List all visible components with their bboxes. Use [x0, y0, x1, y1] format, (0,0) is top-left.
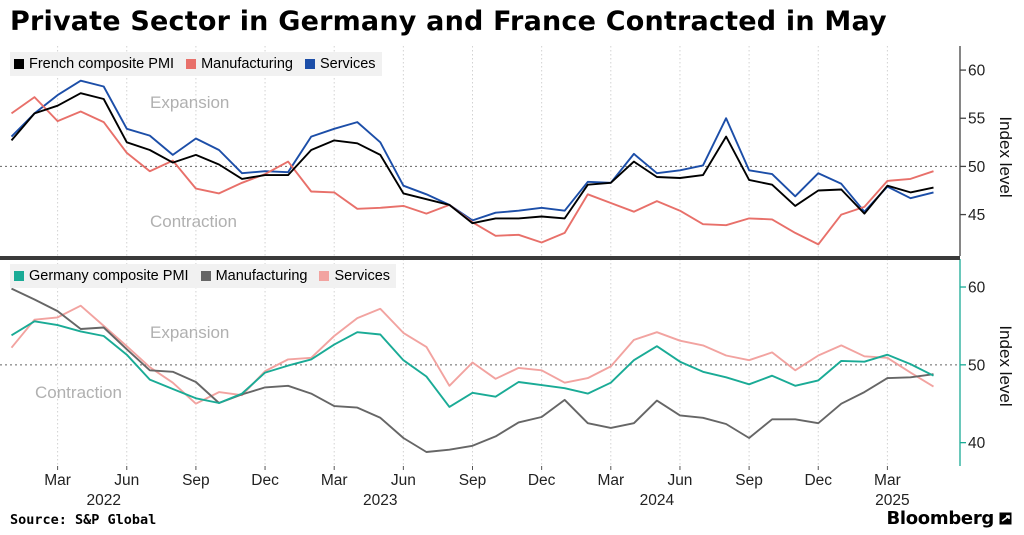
y-tick-label: 40	[968, 435, 986, 452]
x-tick-label: Mar	[597, 472, 624, 489]
x-year-label: 2024	[640, 492, 675, 509]
series-line[interactable]	[11, 287, 934, 453]
x-tick-label: Dec	[251, 472, 279, 489]
x-tick-label: Sep	[459, 472, 487, 489]
series-line[interactable]	[10, 92, 934, 225]
y-axis-title: Index level	[996, 325, 1015, 406]
x-tick-label: Dec	[804, 472, 832, 489]
x-tick-label: Sep	[735, 472, 763, 489]
chart-title: Private Sector in Germany and France Con…	[10, 6, 887, 37]
y-tick-label: 45	[968, 207, 985, 224]
x-year-label: 2022	[86, 492, 120, 509]
france-panel: Expansion Contraction Index level 45 50 55…	[0, 46, 1015, 256]
series-line[interactable]	[11, 320, 934, 408]
series-line[interactable]	[10, 79, 934, 222]
expansion-annotation: Expansion	[150, 323, 229, 342]
x-tick-label: Jun	[667, 472, 692, 489]
legend-item[interactable]: French composite PMI	[14, 56, 174, 72]
x-year-label: 2025	[875, 492, 909, 509]
x-tick-label: Jun	[391, 472, 416, 489]
brand-name: Bloomberg	[886, 508, 994, 529]
contraction-annotation: Contraction	[35, 383, 122, 402]
brand-logo: Bloomberg	[886, 508, 1012, 529]
x-tick-label: Mar	[44, 472, 71, 489]
legend-label: Services	[319, 56, 376, 72]
legend-label: Germany composite PMI	[29, 268, 189, 284]
legend-swatch	[14, 271, 24, 281]
expansion-annotation: Expansion	[150, 93, 229, 112]
germany-panel: Expansion Contraction Index level 40 50 60	[0, 259, 1015, 466]
x-axis: Mar Jun Sep Dec Mar Jun Sep Dec Mar Jun Sep Dec Mar 2…	[44, 466, 910, 509]
legend-swatch	[304, 59, 315, 69]
y-tick-label: 50	[968, 357, 986, 374]
panel-separator	[0, 256, 960, 260]
x-tick-label: Jun	[114, 472, 139, 489]
legend-label: Services	[334, 268, 391, 284]
legend-label: Manufacturing	[215, 268, 308, 284]
legend-swatch	[319, 271, 330, 281]
series-line[interactable]	[10, 304, 934, 405]
x-tick-label: Mar	[321, 472, 348, 489]
y-tick-label: 60	[968, 280, 986, 297]
legend-swatch	[186, 59, 197, 69]
legend-item[interactable]: Germany composite PMI	[14, 268, 189, 284]
legend-item[interactable]: Services	[319, 268, 390, 284]
germany-legend: Germany composite PMI Manufacturing Serv…	[10, 264, 397, 288]
france-legend: French composite PMI Manufacturing Servi…	[10, 52, 382, 76]
legend-swatch	[14, 59, 24, 69]
legend-swatch	[200, 271, 211, 281]
x-tick-label: Mar	[874, 472, 901, 489]
y-tick-label: 55	[968, 111, 985, 128]
y-tick-label: 50	[968, 159, 986, 176]
legend-item[interactable]: Manufacturing	[200, 268, 308, 284]
legend-item[interactable]: Manufacturing	[186, 56, 293, 72]
bloomberg-terminal-icon	[999, 512, 1012, 525]
y-tick-label: 60	[968, 63, 986, 80]
legend-item[interactable]: Services	[304, 56, 376, 72]
contraction-annotation: Contraction	[150, 212, 237, 231]
x-year-label: 2023	[363, 492, 397, 509]
source-note: Source: S&P Global	[10, 512, 157, 528]
y-axis-title: Index level	[996, 116, 1015, 197]
legend-label: Manufacturing	[201, 56, 293, 72]
x-tick-label: Sep	[182, 472, 210, 489]
legend-label: French composite PMI	[29, 56, 175, 72]
x-tick-label: Dec	[528, 472, 556, 489]
